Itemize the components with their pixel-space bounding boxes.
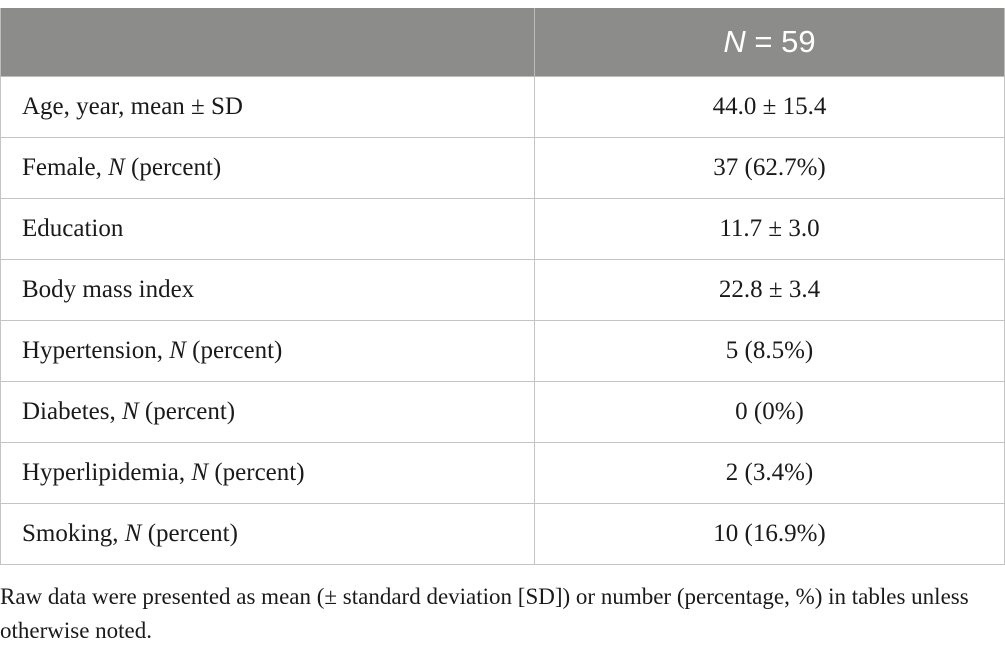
table-body: Age, year, mean ± SD 44.0 ± 15.4 Female, N… [0, 76, 1005, 565]
row-label-n-symbol: N [191, 459, 209, 486]
row-value: 5 (8.5%) [534, 320, 1005, 382]
row-label-text: Female, [22, 154, 109, 181]
table-header-row: N = 59 [0, 8, 1005, 77]
row-value: 22.8 ± 3.4 [534, 259, 1005, 321]
table-row: Diabetes, N (percent) 0 (0%) [0, 381, 1005, 443]
row-label-text: Hypertension, [22, 337, 170, 364]
row-label-n-symbol: N [124, 520, 142, 547]
row-label: Hypertension, N (percent) [0, 320, 535, 382]
table-row: Hypertension, N (percent) 5 (8.5%) [0, 320, 1005, 382]
row-label: Hyperlipidemia, N (percent) [0, 442, 535, 504]
row-label: Education [0, 198, 535, 260]
header-n-value: = 59 [745, 24, 816, 59]
row-value: 0 (0%) [534, 381, 1005, 443]
table-row: Female, N (percent) 37 (62.7%) [0, 137, 1005, 199]
row-value: 11.7 ± 3.0 [534, 198, 1005, 260]
row-label-suffix: (percent) [185, 337, 283, 364]
row-label-suffix: (percent) [208, 459, 305, 486]
row-label-text: Education [22, 215, 124, 242]
demographics-table: N = 59 Age, year, mean ± SD 44.0 ± 15.4 Fe… [0, 8, 1005, 565]
row-label-text: Hyperlipidemia, [22, 459, 192, 486]
row-label-suffix: (percent) [124, 154, 222, 181]
row-label-text: Body mass index [22, 276, 195, 303]
header-cell-label [0, 8, 535, 77]
row-label: Diabetes, N (percent) [0, 381, 535, 443]
table-row: Body mass index 22.8 ± 3.4 [0, 259, 1005, 321]
row-value: 44.0 ± 15.4 [534, 76, 1005, 138]
row-label-text: Smoking, [22, 520, 125, 547]
row-label: Body mass index [0, 259, 535, 321]
table-row: Hyperlipidemia, N (percent) 2 (3.4%) [0, 442, 1005, 504]
row-label-n-symbol: N [121, 398, 139, 425]
row-label-suffix: (percent) [141, 520, 238, 547]
row-label-n-symbol: N [108, 154, 125, 181]
row-label: Smoking, N (percent) [0, 503, 535, 565]
row-value: 37 (62.7%) [534, 137, 1005, 199]
header-cell-sample-size: N = 59 [534, 8, 1005, 77]
row-label-n-symbol: N [169, 337, 186, 364]
row-value: 2 (3.4%) [534, 442, 1005, 504]
row-value: 10 (16.9%) [534, 503, 1005, 565]
row-label-text: Age, year, mean ± SD [22, 93, 243, 120]
row-label-suffix: (percent) [138, 398, 236, 425]
table-row: Smoking, N (percent) 10 (16.9%) [0, 503, 1005, 565]
row-label: Age, year, mean ± SD [0, 76, 535, 138]
row-label-text: Diabetes, [22, 398, 122, 425]
table-row: Age, year, mean ± SD 44.0 ± 15.4 [0, 76, 1005, 138]
header-n-symbol: N [723, 24, 746, 59]
row-label: Female, N (percent) [0, 137, 535, 199]
table-row: Education 11.7 ± 3.0 [0, 198, 1005, 260]
table-footnote: Raw data were presented as mean (± stand… [0, 584, 969, 643]
